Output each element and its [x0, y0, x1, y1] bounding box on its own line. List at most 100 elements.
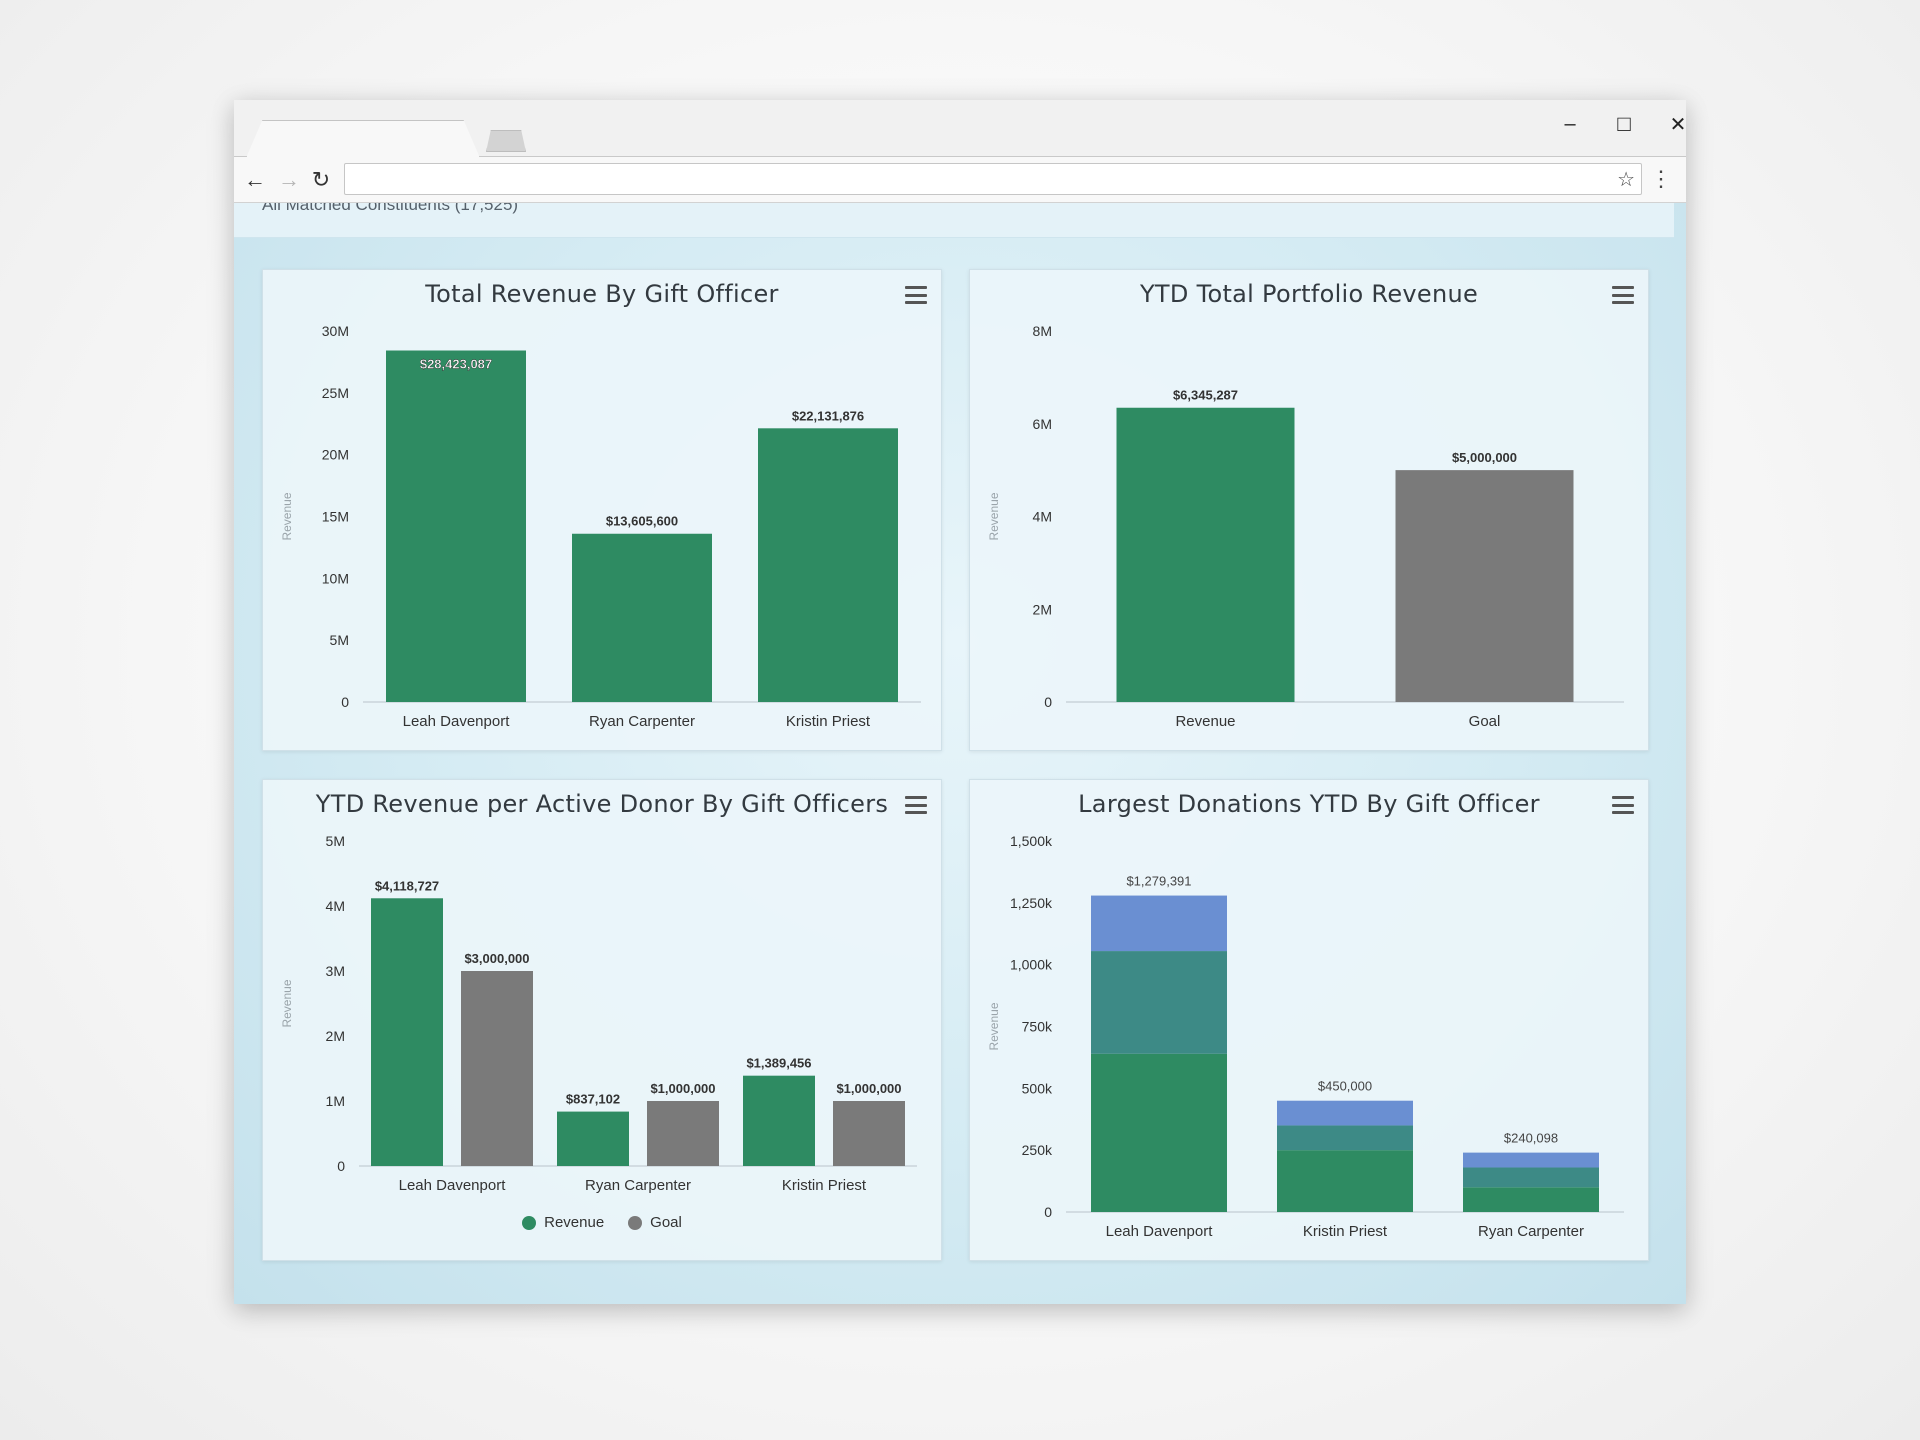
maximize-icon[interactable]: □	[1617, 111, 1631, 136]
browser-tab-active[interactable]	[246, 120, 480, 158]
chart-panel-revenue-per-donor: YTD Revenue per Active Donor By Gift Off…	[262, 779, 942, 1261]
bar-segment	[1091, 1053, 1227, 1212]
y-tick-label: 250k	[1022, 1142, 1053, 1158]
bar	[557, 1111, 629, 1166]
y-tick-label: 25M	[322, 385, 349, 401]
y-tick-label: 30M	[322, 323, 349, 339]
y-axis-title: Revenue	[280, 979, 294, 1027]
y-tick-label: 8M	[1033, 323, 1052, 339]
chart-title: Total Revenue By Gift Officer	[425, 280, 779, 308]
y-tick-label: 4M	[1033, 509, 1052, 525]
y-tick-label: 5M	[330, 632, 349, 648]
y-tick-label: 0	[337, 1158, 345, 1174]
chart-title: Largest Donations YTD By Gift Officer	[1078, 790, 1540, 818]
y-tick-label: 20M	[322, 447, 349, 463]
chart-total-revenue: 0 5M 10M 15M 20M 25M 30M Revenue $28,423,087 Leah…	[280, 323, 921, 730]
data-label: $450,000	[1318, 1079, 1372, 1094]
x-tick-label: Kristin Priest	[786, 713, 871, 730]
bar	[833, 1101, 905, 1166]
y-tick-label: 0	[1044, 1204, 1052, 1220]
x-tick-label: Leah Davenport	[403, 713, 511, 730]
legend-label: Revenue	[544, 1214, 605, 1231]
chart-panel-largest-donations: Largest Donations YTD By Gift Officer 0 2…	[969, 779, 1649, 1261]
y-tick-label: 500k	[1022, 1080, 1053, 1096]
chart-menu-icon[interactable]	[1612, 286, 1634, 304]
y-tick-label: 3M	[326, 963, 345, 979]
bar-segment	[1277, 1125, 1413, 1151]
page-content: All Matched Constituents (17,525) Total …	[234, 203, 1686, 1304]
bar	[1395, 470, 1574, 702]
y-tick-label: 1,000k	[1010, 957, 1053, 973]
y-tick-label: 1,250k	[1010, 895, 1053, 911]
bar	[386, 350, 526, 702]
x-tick-label: Ryan Carpenter	[585, 1177, 691, 1194]
bar	[647, 1101, 719, 1166]
new-tab-button[interactable]	[486, 130, 526, 152]
y-tick-label: 2M	[326, 1028, 345, 1044]
data-label: $1,000,000	[836, 1081, 901, 1096]
chart-panel-total-revenue: Total Revenue By Gift Officer 0 5M 10M 15M 2…	[262, 269, 942, 751]
forward-arrow-icon[interactable]: →	[278, 167, 300, 192]
data-label: $3,000,000	[464, 951, 529, 966]
bar	[1116, 407, 1295, 702]
data-label: $28,423,087	[420, 357, 492, 372]
data-label: $1,389,456	[746, 1056, 811, 1071]
bar-segment	[1091, 951, 1227, 1054]
bar	[461, 971, 533, 1166]
constituents-count-text: All Matched Constituents (17,525)	[262, 203, 519, 214]
legend-dot-icon	[628, 1215, 643, 1230]
y-tick-label: 15M	[322, 509, 349, 525]
title-bar: – □ ✕	[234, 100, 1686, 158]
bar-segment	[1091, 895, 1227, 952]
browser-window: – □ ✕ ← → ↻ ☆ ⋮ All Matched Constituents…	[234, 100, 1686, 1304]
y-tick-label: 0	[1044, 694, 1052, 710]
back-arrow-icon[interactable]: ←	[244, 167, 266, 192]
y-axis-title: Revenue	[987, 1002, 1001, 1050]
minimize-icon[interactable]: –	[1564, 112, 1576, 135]
bar	[572, 533, 712, 702]
page-header-strip: All Matched Constituents (17,525)	[234, 203, 1674, 238]
data-label: $5,000,000	[1452, 450, 1517, 465]
legend-label: Goal	[650, 1214, 682, 1231]
x-tick-label: Ryan Carpenter	[1478, 1223, 1584, 1240]
bar	[758, 428, 898, 702]
y-tick-label: 6M	[1033, 416, 1052, 432]
y-axis-title: Revenue	[280, 492, 294, 540]
chart-menu-icon[interactable]	[1612, 796, 1634, 814]
bar-segment	[1277, 1150, 1413, 1212]
bar-segment	[1463, 1152, 1599, 1168]
reload-icon[interactable]: ↻	[311, 167, 331, 192]
legend-item-revenue[interactable]: Revenue	[522, 1214, 604, 1231]
x-tick-label: Kristin Priest	[782, 1177, 867, 1194]
close-icon[interactable]: ✕	[1669, 113, 1686, 136]
browser-menu-icon[interactable]: ⋮	[1650, 166, 1672, 191]
data-label: $4,118,727	[375, 878, 439, 893]
chart-menu-icon[interactable]	[905, 796, 927, 814]
browser-toolbar: ← → ↻ ☆ ⋮	[234, 157, 1686, 203]
data-label: $240,098	[1504, 1131, 1558, 1146]
bar-segment	[1463, 1187, 1599, 1212]
bar-segment	[1463, 1167, 1599, 1188]
address-bar[interactable]: ☆	[344, 163, 1642, 195]
y-tick-label: 750k	[1022, 1019, 1053, 1035]
data-label: $1,279,391	[1126, 874, 1191, 889]
x-tick-label: Goal	[1469, 713, 1501, 730]
y-tick-label: 5M	[326, 833, 345, 849]
chart-legend: Revenue Goal	[263, 1214, 941, 1231]
bar-segment	[1277, 1100, 1413, 1126]
y-tick-label: 1,500k	[1010, 833, 1053, 849]
x-tick-label: Leah Davenport	[399, 1177, 507, 1194]
y-tick-label: 10M	[322, 570, 349, 586]
chart-revenue-per-donor: 0 1M 2M 3M 4M 5M Revenue $4,118,727 $3,000,000 Le…	[280, 833, 917, 1194]
data-label: $22,131,876	[792, 408, 864, 423]
y-tick-label: 1M	[326, 1093, 345, 1109]
chart-menu-icon[interactable]	[905, 286, 927, 304]
bookmark-star-icon[interactable]: ☆	[1617, 169, 1635, 191]
legend-item-goal[interactable]: Goal	[628, 1214, 682, 1231]
y-tick-label: 0	[341, 694, 349, 710]
y-axis-title: Revenue	[987, 492, 1001, 540]
data-label: $6,345,287	[1173, 388, 1238, 403]
chart-title: YTD Revenue per Active Donor By Gift Off…	[315, 790, 889, 818]
data-label: $13,605,600	[606, 514, 678, 529]
data-label: $837,102	[566, 1092, 620, 1107]
